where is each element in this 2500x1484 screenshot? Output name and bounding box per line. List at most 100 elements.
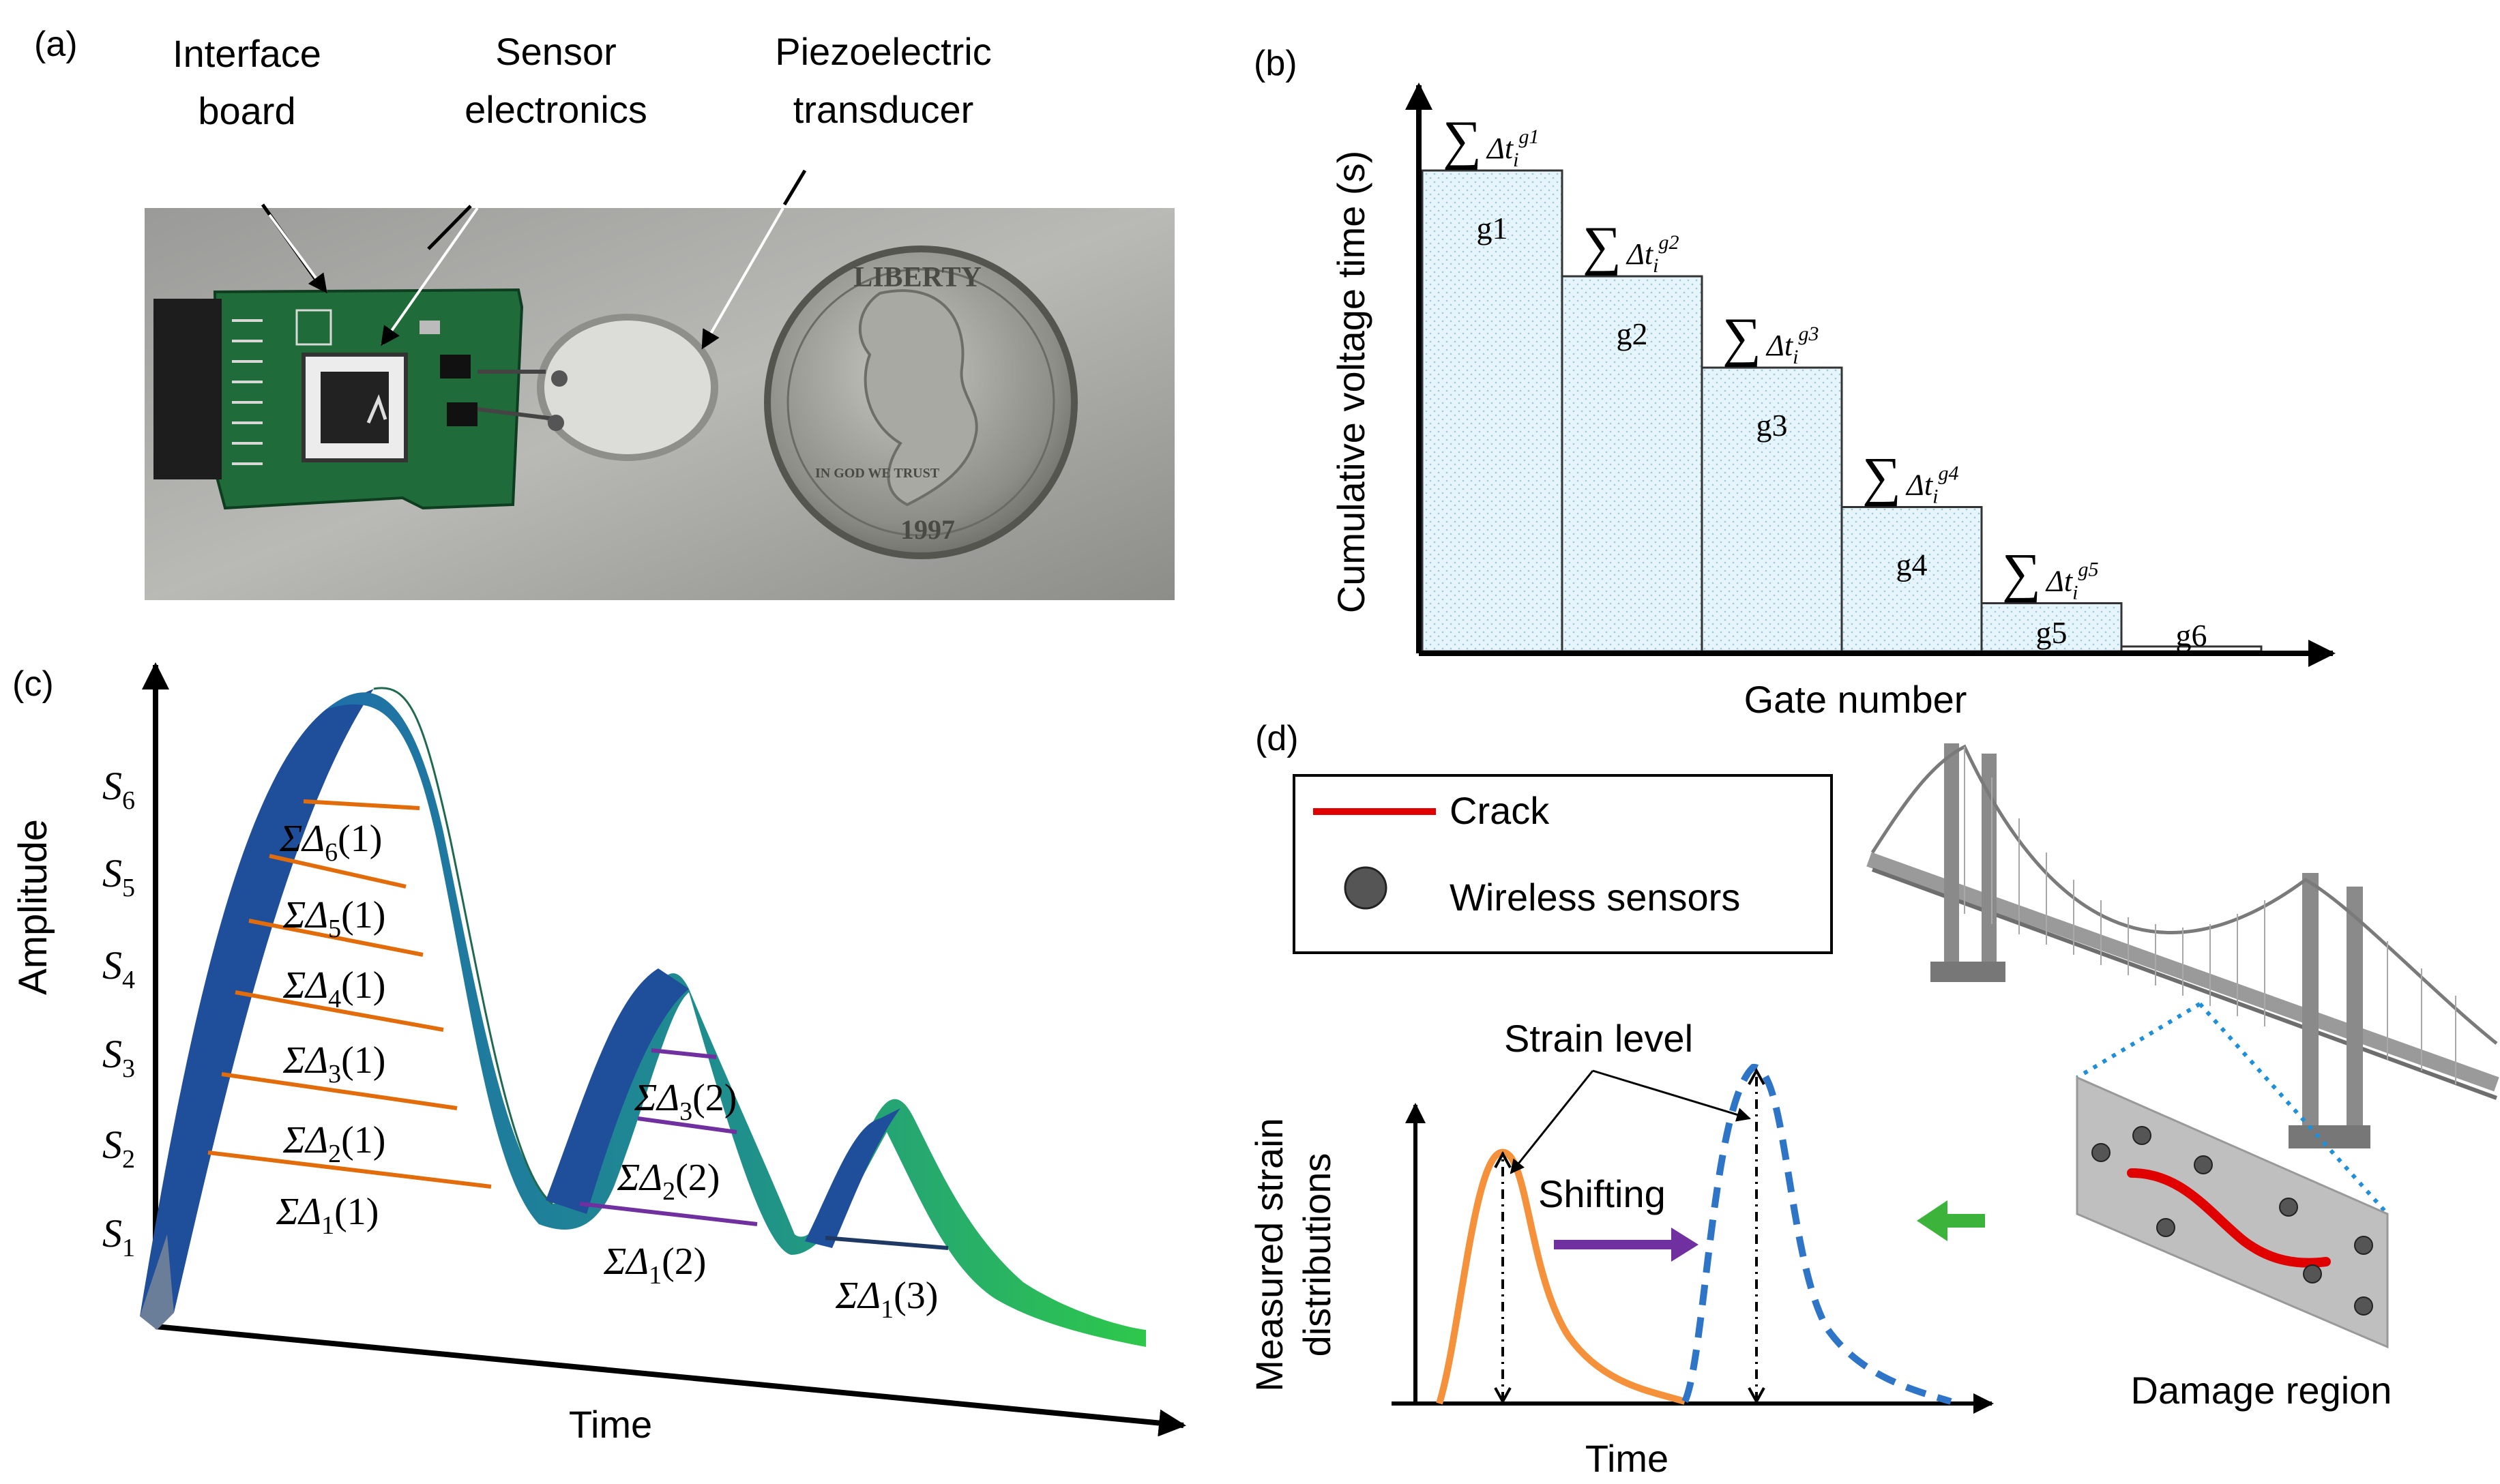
panel-a: (a) Interface board Sensor electronics P… — [34, 25, 1175, 600]
level-s4: S4 — [102, 943, 135, 994]
bar-label-g6: g6 — [2176, 618, 2207, 653]
interface-board-label-1: Interface — [173, 32, 321, 75]
panel-a-label: (a) — [34, 25, 78, 64]
pier-2 — [2289, 1125, 2370, 1148]
chip-die — [321, 372, 389, 443]
chip-logo — [366, 394, 387, 424]
bridge-illustration — [1866, 743, 2499, 1148]
sensor-electronics-arrow — [381, 207, 479, 346]
bar-label-g5: g5 — [2036, 615, 2068, 650]
bar-g4 — [1840, 506, 1983, 653]
bar-label-g3: g3 — [1756, 408, 1788, 443]
c-x-axis — [155, 1324, 1186, 1437]
peak2-lines — [579, 1048, 758, 1226]
c-y-axis-label: Amplitude — [11, 819, 55, 995]
p3-line-1 — [825, 1236, 949, 1250]
sum-6-1: ΣΔ6(1) — [279, 818, 382, 867]
p1-line-2 — [221, 1072, 458, 1110]
bridge-deck-edge — [1871, 867, 2498, 1100]
bar-sum-label-g2: ∑ Δtig2 — [1583, 216, 1679, 277]
ribbon-start — [140, 1234, 174, 1330]
peak-marker-1-heads — [1494, 1151, 1512, 1405]
piezo-wires — [477, 370, 560, 421]
bar-sum-label-g3: ∑ Δtig3 — [1722, 308, 1819, 368]
p1-line-3 — [235, 990, 444, 1032]
p1-line-1 — [207, 1151, 492, 1189]
sum-2-1: ΣΔ2(1) — [282, 1119, 385, 1168]
ribbon-waveform — [326, 692, 1146, 1347]
shifting-label: Shifting — [1538, 1172, 1666, 1215]
level-s6: S6 — [102, 764, 135, 815]
legend-sensor-swatch — [1344, 866, 1387, 910]
damage-region-plate — [2076, 1075, 2389, 1349]
sum-1-3: ΣΔ1(3) — [835, 1275, 938, 1324]
level-s1: S1 — [102, 1211, 135, 1262]
zoom-line-left — [2076, 1002, 2201, 1080]
coin-portrait — [858, 289, 978, 507]
bar-sum-label-g5: ∑ Δtig5 — [2002, 544, 2098, 604]
strain-level-arrow-2 — [1592, 1069, 1752, 1122]
level-labels: S1 S2 S3 S4 S5 S6 — [102, 764, 135, 1262]
tower-2-right — [2347, 887, 2363, 1146]
legend-crack-label: Crack — [1450, 789, 1550, 832]
bar-g3 — [1701, 366, 1843, 653]
strain-curve-shifted — [1681, 1064, 1952, 1405]
p2-line-3 — [651, 1048, 717, 1059]
coin-liberty: LIBERTY — [853, 262, 982, 293]
panel-c-label: (c) — [12, 664, 54, 704]
interface-board-label-2: board — [198, 89, 295, 132]
ribbon-rise-3 — [805, 1108, 900, 1248]
smd-1 — [440, 355, 471, 379]
bar-g1 — [1421, 169, 1563, 653]
b-y-axis-label: Cumulative voltage time (s) — [1329, 151, 1372, 613]
panel-d: (d) Crack Wireless sensors — [1248, 719, 2499, 1480]
sum-5-1: ΣΔ5(1) — [282, 894, 385, 943]
panel-d-label: (d) — [1255, 719, 1299, 758]
level-s2: S2 — [102, 1123, 135, 1174]
smd-2 — [447, 402, 477, 426]
sum-1-1: ΣΔ1(1) — [276, 1191, 379, 1240]
bar-chart: g1 ∑ Δtig1 g2 ∑ Δtig2 g3 ∑ Δtig3 g4 ∑ Δtig4 g5 ∑ Δtig5… — [1421, 110, 2263, 653]
sensor-photo: LIBERTY IN GOD WE TRUST 1997 — [145, 208, 1175, 600]
bar-sum-label-g1: ∑ Δtig1 — [1443, 110, 1539, 171]
sensor-electronics-label-2: electronics — [465, 88, 647, 131]
tower-1-left — [1944, 743, 1959, 968]
coin-motto: IN GOD WE TRUST — [815, 466, 940, 481]
strain-level-arrow-1 — [1510, 1070, 1594, 1174]
p1-line-5 — [269, 854, 407, 889]
c-x-axis-label: Time — [569, 1403, 652, 1446]
p2-line-1 — [579, 1202, 758, 1226]
d-y-axis-label-2: distributions — [1295, 1153, 1338, 1357]
damage-region-label: Damage region — [2131, 1369, 2392, 1412]
shifting-arrow — [1554, 1228, 1698, 1262]
solder-1 — [551, 370, 568, 387]
interface-board-arrow — [268, 213, 327, 294]
p2-line-2 — [637, 1116, 737, 1134]
sum-2-2: ΣΔ2(2) — [617, 1157, 720, 1206]
ribbon-rise-2 — [546, 968, 689, 1214]
strain-curve-original — [1436, 1148, 1686, 1405]
panel-b-label: (b) — [1254, 44, 1297, 83]
piezo-disc — [544, 321, 711, 454]
sensor-dots — [2091, 1126, 2373, 1316]
crack-line — [2127, 1168, 2331, 1268]
green-arrow — [1917, 1200, 1985, 1241]
tower-2-left — [2302, 873, 2319, 1132]
d-y-axis-label-1: Measured strain — [1248, 1118, 1291, 1392]
sum-1-2: ΣΔ1(2) — [603, 1241, 706, 1290]
ribbon-edge — [373, 687, 553, 1205]
connector — [153, 299, 222, 479]
bar-label-g4: g4 — [1896, 548, 1928, 582]
bar-sum-label-g4: ∑ Δtig4 — [1862, 447, 1958, 508]
pcb-component — [295, 309, 332, 346]
piezo-transducer-label-1: Piezoelectric — [775, 30, 991, 73]
panel-b: (b) g1 ∑ Δtig1 g2 ∑ Δtig2 g3 ∑ Δtig3 g4 ∑ Δtig4 g5 ∑ Δ… — [1254, 44, 2336, 721]
legend-sensors-label: Wireless sensors — [1450, 876, 1740, 919]
piezo-arrow — [701, 207, 784, 350]
sensor-electronics-leader-black — [427, 205, 472, 250]
b-x-axis-label: Gate number — [1744, 678, 1967, 721]
bar-label-g1: g1 — [1477, 211, 1508, 246]
solder-2 — [548, 415, 564, 431]
suspender-cables — [1964, 747, 2456, 1084]
